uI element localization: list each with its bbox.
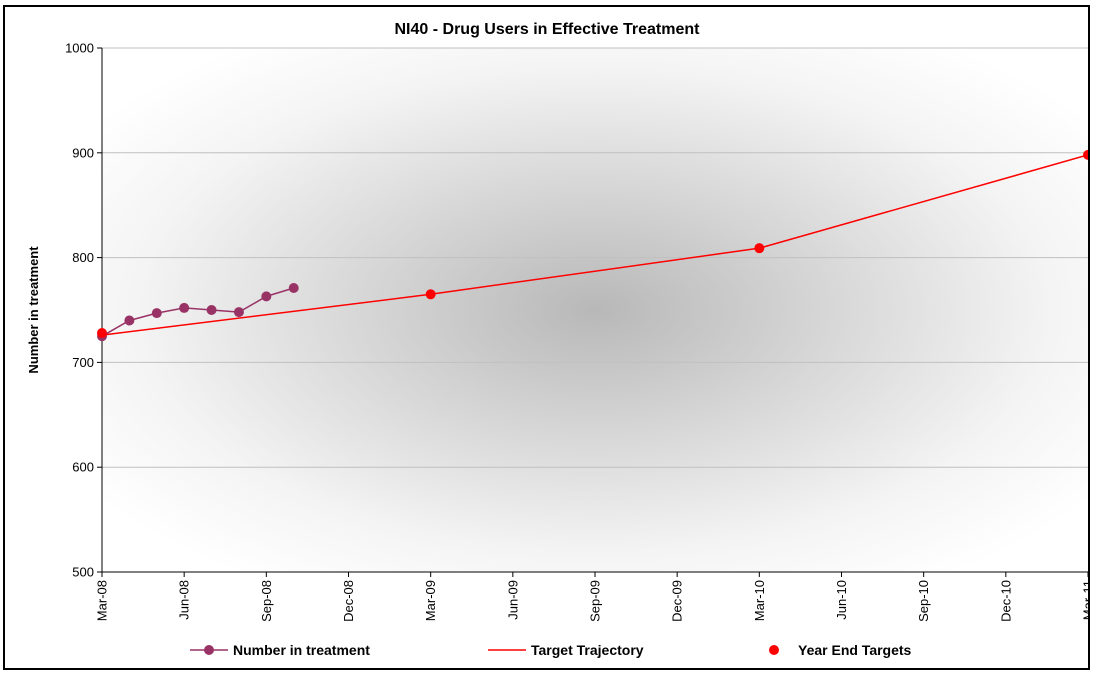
y-tick-label: 500 bbox=[72, 565, 94, 580]
plot-area bbox=[102, 48, 1088, 572]
x-tick-label: Sep-10 bbox=[916, 580, 931, 622]
legend-marker bbox=[204, 645, 214, 655]
series-line bbox=[101, 154, 1088, 336]
data-point bbox=[97, 328, 107, 339]
x-tick-label: Jun-08 bbox=[177, 580, 192, 620]
x-tick-label: Dec-10 bbox=[998, 580, 1013, 622]
data-point bbox=[754, 243, 765, 254]
series-year-end-targets bbox=[97, 149, 1088, 339]
data-point bbox=[1083, 149, 1088, 160]
x-tick-label: Dec-08 bbox=[341, 580, 356, 622]
x-tick-label: Mar-08 bbox=[95, 580, 110, 621]
x-tick-label: Mar-10 bbox=[752, 580, 767, 621]
axes bbox=[97, 47, 1088, 577]
series-target-trajectory bbox=[101, 154, 1088, 336]
x-tick-label: Sep-09 bbox=[588, 580, 603, 622]
gridlines bbox=[102, 47, 1088, 468]
chart-svg: NI40 - Drug Users in Effective Treatment… bbox=[26, 21, 1089, 658]
data-point bbox=[206, 305, 217, 315]
x-tick-label: Sep-08 bbox=[259, 580, 274, 622]
data-point bbox=[425, 289, 436, 300]
x-tick-label: Jun-10 bbox=[834, 580, 849, 620]
x-tick-label: Mar-11 bbox=[1081, 580, 1089, 620]
y-axis-label: Number in treatment bbox=[26, 246, 41, 374]
chart-frame: NI40 - Drug Users in Effective Treatment… bbox=[3, 5, 1090, 670]
y-tick-label: 1000 bbox=[65, 41, 94, 56]
x-tick-labels: Mar-08 Jun-08 Sep-08 Dec-08 Mar-09 Jun-09 Sep-… bbox=[95, 580, 1089, 622]
data-point bbox=[288, 282, 299, 293]
x-tick-label: Mar-09 bbox=[423, 580, 438, 621]
x-tick-label: Jun-09 bbox=[505, 580, 520, 620]
data-point bbox=[124, 315, 135, 326]
legend-item-target-trajectory: Target Trajectory bbox=[488, 642, 644, 658]
series-layer bbox=[97, 149, 1088, 342]
y-tick-label: 900 bbox=[72, 145, 94, 160]
legend-label: Year End Targets bbox=[798, 642, 912, 658]
legend-marker bbox=[769, 645, 779, 655]
legend-item-year-end-targets: Year End Targets bbox=[769, 642, 912, 658]
data-point bbox=[179, 302, 190, 313]
data-point bbox=[261, 291, 272, 302]
data-point bbox=[233, 307, 244, 318]
y-tick-label: 700 bbox=[72, 355, 94, 370]
y-tick-label: 800 bbox=[72, 250, 94, 265]
data-point bbox=[151, 308, 162, 319]
legend: Number in treatment Target Trajectory Year… bbox=[190, 642, 912, 658]
y-tick-label: 600 bbox=[72, 460, 94, 475]
legend-label: Number in treatment bbox=[233, 642, 370, 658]
x-tick-label: Dec-09 bbox=[670, 580, 685, 622]
y-tick-labels: 500 600 700 800 900 1000 bbox=[65, 41, 94, 580]
legend-label: Target Trajectory bbox=[531, 642, 644, 658]
chart-title: NI40 - Drug Users in Effective Treatment bbox=[395, 21, 701, 38]
legend-item-number-in-treatment: Number in treatment bbox=[190, 642, 370, 658]
